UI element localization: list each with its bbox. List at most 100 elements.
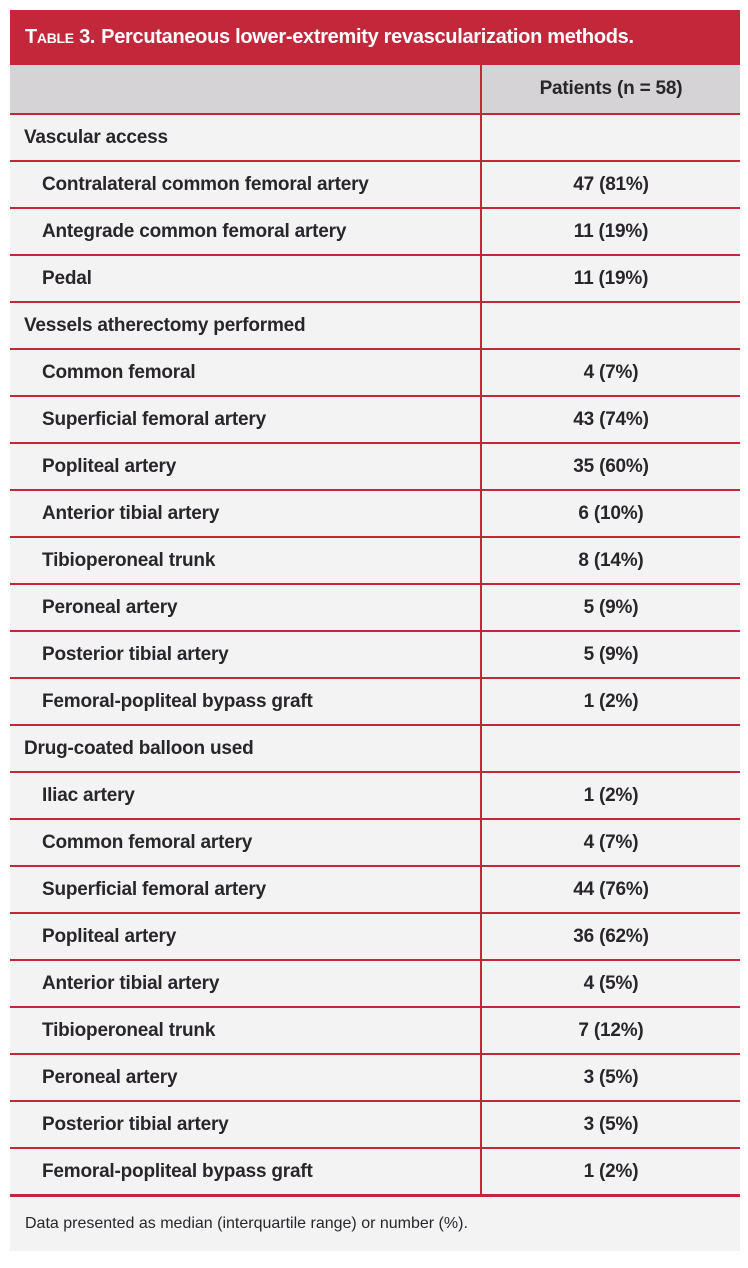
row-label-cell: Superficial femoral artery	[10, 867, 480, 912]
table-row: Anterior tibial artery 6 (10%)	[10, 489, 740, 536]
row-value: 44 (76%)	[573, 878, 649, 900]
row-value: 3 (5%)	[583, 1066, 639, 1088]
table-number-label: Table 3.	[25, 26, 96, 48]
row-label-cell: Femoral-popliteal bypass graft	[10, 1149, 480, 1194]
row-value-cell: 47 (81%)	[480, 162, 740, 207]
row-value: 47 (81%)	[573, 173, 649, 195]
row-label: Tibioperoneal trunk	[42, 549, 216, 571]
row-value-cell: 6 (10%)	[480, 491, 740, 536]
row-value: 11 (19%)	[573, 220, 649, 242]
section-header-label: Vascular access	[24, 126, 168, 148]
table-row: Popliteal artery 36 (62%)	[10, 912, 740, 959]
table-row: Tibioperoneal trunk 7 (12%)	[10, 1006, 740, 1053]
row-value-cell	[480, 303, 740, 348]
row-value: 4 (5%)	[583, 972, 639, 994]
row-value-cell	[480, 115, 740, 160]
table-row: Peroneal artery 5 (9%)	[10, 583, 740, 630]
row-label: Common femoral	[42, 361, 196, 383]
row-label-cell: Vessels atherectomy performed	[10, 303, 480, 348]
table-footnote: Data presented as median (interquartile …	[25, 1215, 468, 1232]
table-row: Contralateral common femoral artery 47 (8…	[10, 160, 740, 207]
table-row: Peroneal artery 3 (5%)	[10, 1053, 740, 1100]
row-value-cell: 3 (5%)	[480, 1055, 740, 1100]
row-value-cell: 4 (7%)	[480, 820, 740, 865]
row-label: Posterior tibial artery	[42, 643, 229, 665]
row-label-cell: Femoral-popliteal bypass graft	[10, 679, 480, 724]
table-row: Common femoral artery 4 (7%)	[10, 818, 740, 865]
row-value: 35 (60%)	[573, 455, 649, 477]
row-label-cell: Common femoral artery	[10, 820, 480, 865]
row-value-cell: 5 (9%)	[480, 632, 740, 677]
row-value-cell: 11 (19%)	[480, 256, 740, 301]
row-label-cell: Tibioperoneal trunk	[10, 1008, 480, 1053]
row-label-cell: Common femoral	[10, 350, 480, 395]
table-row: Posterior tibial artery 3 (5%)	[10, 1100, 740, 1147]
row-label: Pedal	[42, 267, 92, 289]
row-value-cell: 44 (76%)	[480, 867, 740, 912]
row-label: Superficial femoral artery	[42, 408, 266, 430]
section-header-label: Drug-coated balloon used	[24, 737, 254, 759]
row-label: Femoral-popliteal bypass graft	[42, 1160, 313, 1182]
row-label-cell: Pedal	[10, 256, 480, 301]
row-value: 1 (2%)	[583, 690, 639, 712]
row-value-cell	[480, 726, 740, 771]
row-value: 6 (10%)	[578, 502, 644, 524]
row-value-cell: 1 (2%)	[480, 1149, 740, 1194]
row-label-cell: Vascular access	[10, 115, 480, 160]
row-value-cell: 8 (14%)	[480, 538, 740, 583]
row-label: Popliteal artery	[42, 925, 177, 947]
table-footnote-row: Data presented as median (interquartile …	[10, 1194, 740, 1251]
table-title-text: Percutaneous lower-extremity revasculari…	[101, 26, 634, 48]
row-label-cell: Drug-coated balloon used	[10, 726, 480, 771]
table-row: Tibioperoneal trunk 8 (14%)	[10, 536, 740, 583]
table-row: Posterior tibial artery 5 (9%)	[10, 630, 740, 677]
table-row: Femoral-popliteal bypass graft 1 (2%)	[10, 1147, 740, 1194]
row-value-cell: 7 (12%)	[480, 1008, 740, 1053]
section-header-label: Vessels atherectomy performed	[24, 314, 306, 336]
row-label: Femoral-popliteal bypass graft	[42, 690, 313, 712]
row-label: Anterior tibial artery	[42, 502, 220, 524]
row-value: 43 (74%)	[573, 408, 649, 430]
table-row: Anterior tibial artery 4 (5%)	[10, 959, 740, 1006]
row-label-cell: Antegrade common femoral artery	[10, 209, 480, 254]
row-label: Posterior tibial artery	[42, 1113, 229, 1135]
row-value: 11 (19%)	[573, 267, 649, 289]
table-row: Iliac artery 1 (2%)	[10, 771, 740, 818]
row-value: 5 (9%)	[583, 643, 639, 665]
table-row: Common femoral 4 (7%)	[10, 348, 740, 395]
row-label-cell: Peroneal artery	[10, 585, 480, 630]
table-row: Pedal 11 (19%)	[10, 254, 740, 301]
row-label: Peroneal artery	[42, 1066, 178, 1088]
row-label: Antegrade common femoral artery	[42, 220, 347, 242]
row-value-cell: 35 (60%)	[480, 444, 740, 489]
table-row: Superficial femoral artery 44 (76%)	[10, 865, 740, 912]
row-label-cell: Popliteal artery	[10, 914, 480, 959]
row-label-cell: Peroneal artery	[10, 1055, 480, 1100]
row-value: 3 (5%)	[583, 1113, 639, 1135]
row-label: Tibioperoneal trunk	[42, 1019, 216, 1041]
row-value: 1 (2%)	[583, 1160, 639, 1182]
row-label-cell: Contralateral common femoral artery	[10, 162, 480, 207]
row-label-cell: Posterior tibial artery	[10, 632, 480, 677]
row-label: Peroneal artery	[42, 596, 178, 618]
row-label-cell: Anterior tibial artery	[10, 961, 480, 1006]
row-value-cell: 36 (62%)	[480, 914, 740, 959]
row-label-cell: Iliac artery	[10, 773, 480, 818]
row-value: 8 (14%)	[578, 549, 644, 571]
row-value: 1 (2%)	[583, 784, 639, 806]
table-row: Femoral-popliteal bypass graft 1 (2%)	[10, 677, 740, 724]
row-value-cell: 4 (5%)	[480, 961, 740, 1006]
revascularization-table: Table 3. Percutaneous lower-extremity re…	[10, 10, 740, 1251]
table-row: Superficial femoral artery 43 (74%)	[10, 395, 740, 442]
table-header-row: Patients (n = 58)	[10, 65, 740, 113]
row-value: 4 (7%)	[583, 831, 639, 853]
row-label-cell: Posterior tibial artery	[10, 1102, 480, 1147]
row-value-cell: 1 (2%)	[480, 679, 740, 724]
row-value: 5 (9%)	[583, 596, 639, 618]
row-label: Iliac artery	[42, 784, 135, 806]
row-value-cell: 3 (5%)	[480, 1102, 740, 1147]
row-label-cell: Anterior tibial artery	[10, 491, 480, 536]
row-label-cell: Superficial femoral artery	[10, 397, 480, 442]
row-value-cell: 1 (2%)	[480, 773, 740, 818]
